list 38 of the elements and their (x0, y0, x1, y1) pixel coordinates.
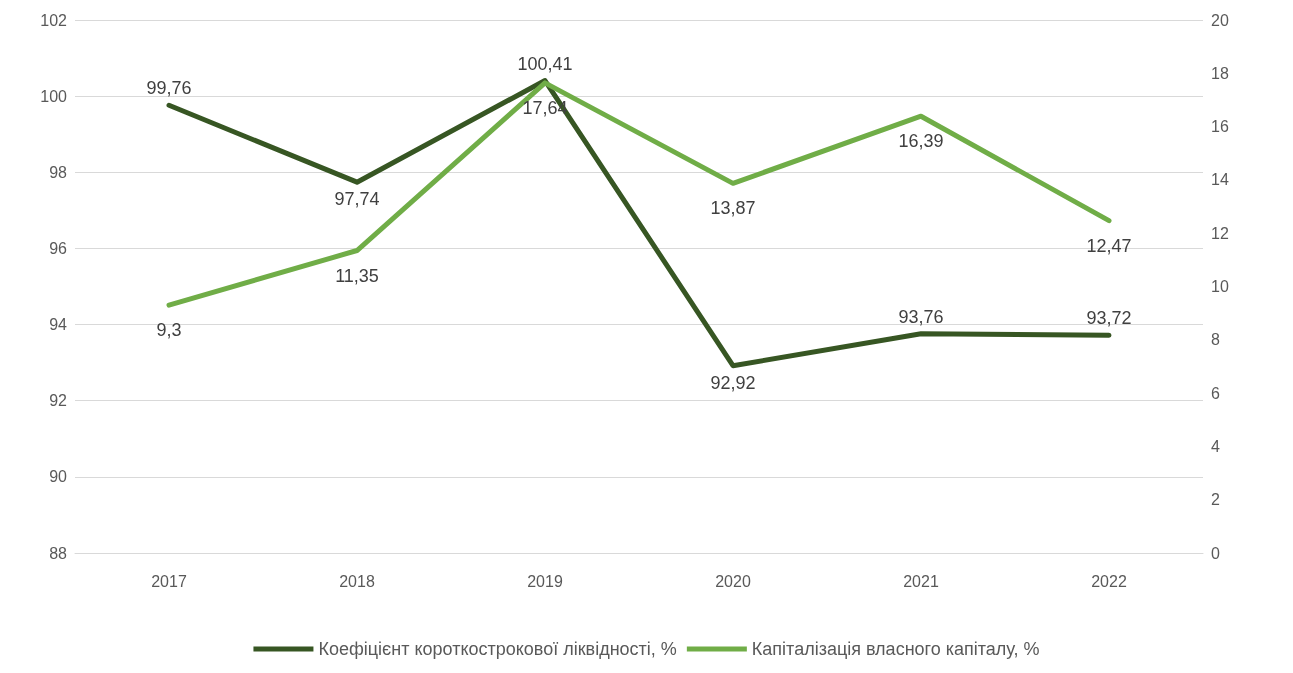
y2-tick-label: 2 (1211, 491, 1220, 509)
data-label: 97,74 (334, 189, 380, 210)
legend-label: Капіталізація власного капіталу, % (751, 639, 1040, 659)
y-tick-label: 92 (49, 392, 68, 410)
x-tick-label: 2021 (903, 572, 939, 590)
legend-label: Коефіцієнт короткострокової ліквідності, % (318, 639, 677, 659)
y2-tick-label: 0 (1211, 544, 1220, 562)
y2-tick-label: 14 (1211, 171, 1229, 189)
data-label: 93,76 (898, 306, 944, 327)
y2-tick-label: 16 (1211, 118, 1229, 136)
data-label: 11,35 (335, 265, 379, 286)
x-tick-label: 2018 (339, 572, 375, 590)
data-label: 93,72 (1086, 308, 1132, 329)
x-tick-label: 2017 (151, 572, 187, 590)
y-tick-label: 102 (40, 11, 68, 29)
data-label: 100,41 (517, 53, 573, 74)
y-tick-label: 98 (49, 163, 68, 181)
x-tick-label: 2020 (715, 572, 751, 590)
y2-tick-label: 4 (1211, 437, 1220, 455)
x-tick-label: 2022 (1091, 572, 1127, 590)
y-tick-label: 100 (40, 87, 68, 105)
data-label: 16,39 (898, 131, 944, 152)
y2-tick-label: 8 (1211, 331, 1220, 349)
y2-tick-label: 10 (1211, 278, 1229, 295)
y-tick-label: 88 (49, 544, 68, 562)
y2-tick-label: 20 (1211, 11, 1229, 29)
x-tick-label: 2019 (527, 572, 563, 590)
data-label: 9,3 (156, 320, 182, 341)
y2-tick-label: 18 (1211, 64, 1229, 82)
y-tick-label: 90 (49, 468, 68, 486)
data-label: 92,92 (710, 372, 756, 393)
data-label: 13,87 (710, 198, 756, 219)
y-tick-label: 94 (49, 316, 68, 334)
data-label: 99,76 (146, 78, 192, 99)
y2-tick-label: 6 (1211, 384, 1220, 402)
y2-tick-label: 12 (1211, 224, 1229, 242)
data-label: 12,47 (1086, 235, 1132, 256)
y-tick-label: 96 (49, 239, 68, 257)
